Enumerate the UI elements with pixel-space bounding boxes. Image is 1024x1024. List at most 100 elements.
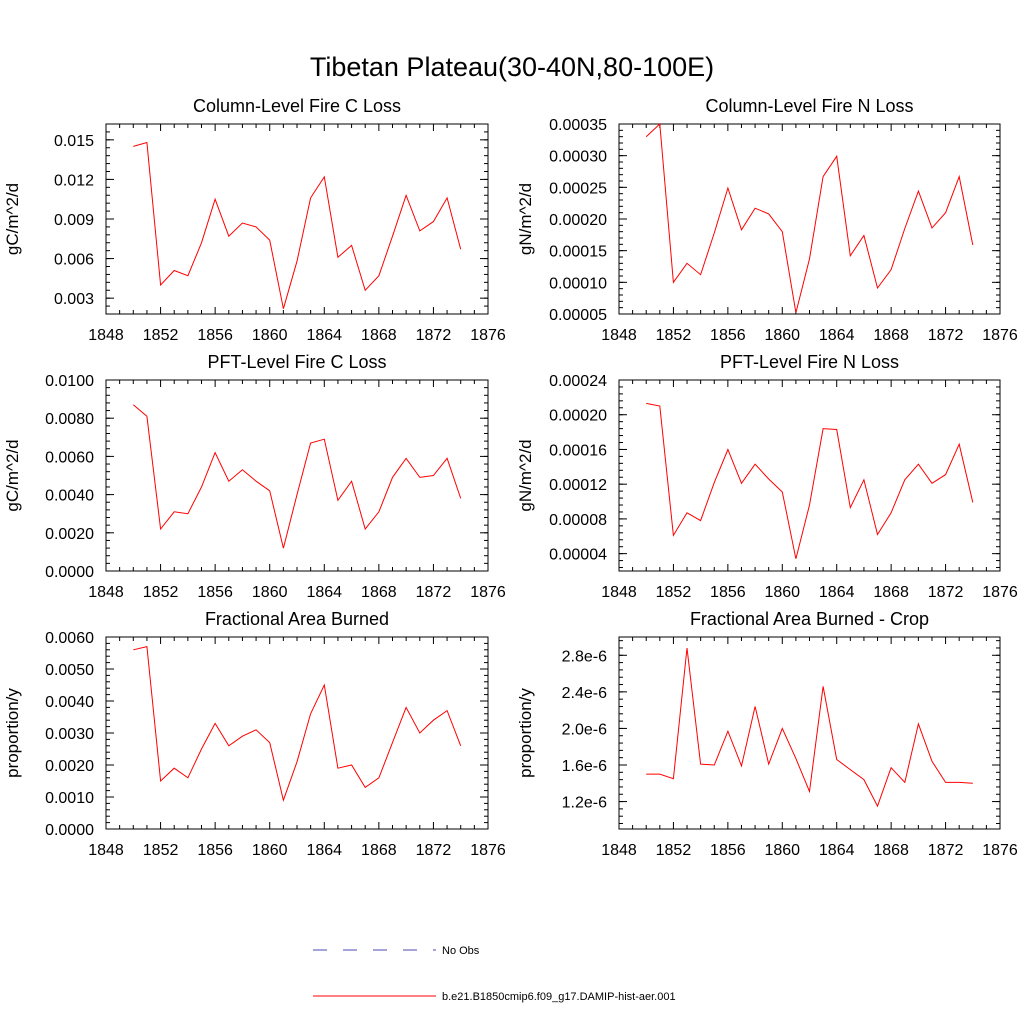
x-tick-label: 1852: [143, 584, 179, 601]
chart-panel: Fractional Area Burned proportion/y 1848 18…: [3, 609, 506, 859]
legend: No Obs b.e21.B1850cmip6.f09_g17.DAMIP-hi…: [313, 945, 676, 1003]
y-tick-label: 0.00004: [549, 547, 607, 564]
y-tick-label: 0.015: [54, 133, 94, 150]
y-tick-label: 1.6e-6: [562, 758, 607, 775]
x-tick-label: 1856: [197, 584, 233, 601]
x-tick-label: 1868: [873, 327, 909, 344]
x-tick-label: 1852: [656, 842, 692, 859]
plot-frame: [105, 636, 489, 830]
x-tick-label: 1864: [819, 842, 855, 859]
panel-title: Column-Level Fire N Loss: [705, 96, 913, 116]
x-tick-label: 1856: [710, 584, 746, 601]
figure-title: Tibetan Plateau(30-40N,80-100E): [310, 52, 714, 82]
x-tick-label: 1860: [764, 842, 800, 859]
x-tick-label: 1852: [143, 327, 179, 344]
x-tick-label: 1856: [197, 327, 233, 344]
series-line: [132, 404, 462, 549]
x-tick-label: 1852: [143, 842, 179, 859]
y-tick-label: 0.00010: [549, 275, 607, 292]
x-tick-label: 1864: [819, 584, 855, 601]
y-tick-label: 0.0040: [45, 694, 94, 711]
x-tick-label: 1872: [416, 842, 452, 859]
plot-frame: [618, 379, 1001, 572]
y-tick-label: 0.0060: [45, 630, 94, 647]
x-tick-label: 1868: [361, 327, 397, 344]
series-line: [646, 402, 974, 559]
x-tick-label: 1876: [470, 842, 506, 859]
y-tick-label: 0.00015: [549, 244, 607, 261]
x-tick-label: 1876: [982, 584, 1018, 601]
panel-title: Fractional Area Burned: [205, 609, 389, 629]
chart-panel: PFT-Level Fire N Loss gN/m^2/d 1848 1852 185…: [516, 352, 1018, 601]
chart-panel: Column-Level Fire N Loss gN/m^2/d 1848 1852…: [516, 96, 1018, 344]
y-tick-label: 0.0050: [45, 662, 94, 679]
panel-title: PFT-Level Fire N Loss: [720, 352, 899, 372]
y-tick-label: 0.0000: [45, 822, 94, 839]
series-line: [645, 122, 974, 313]
y-tick-label: 0.0020: [45, 758, 94, 775]
y-tick-label: 2.8e-6: [562, 648, 607, 665]
plot-frame: [105, 123, 489, 315]
x-tick-label: 1868: [361, 842, 397, 859]
chart-panel: Column-Level Fire C Loss gC/m^2/d 1848 1852…: [3, 96, 506, 344]
x-tick-label: 1876: [470, 584, 506, 601]
y-tick-label: 0.00020: [549, 212, 607, 229]
x-tick-label: 1860: [764, 327, 800, 344]
plot-frame: [618, 636, 1001, 830]
y-tick-label: 0.0000: [45, 564, 94, 581]
x-tick-label: 1876: [982, 327, 1018, 344]
x-tick-label: 1848: [88, 327, 124, 344]
y-tick-label: 2.0e-6: [562, 721, 607, 738]
x-tick-label: 1860: [252, 327, 288, 344]
y-axis-label: gN/m^2/d: [516, 183, 535, 255]
x-tick-label: 1860: [764, 584, 800, 601]
y-tick-label: 0.0080: [45, 411, 94, 428]
y-axis-label: proportion/y: [3, 688, 22, 778]
x-tick-label: 1864: [819, 327, 855, 344]
y-tick-label: 2.4e-6: [562, 685, 607, 702]
x-tick-label: 1860: [252, 842, 288, 859]
y-axis-label: gC/m^2/d: [3, 183, 22, 255]
legend-no-obs-label: No Obs: [442, 945, 480, 957]
x-tick-label: 1868: [873, 584, 909, 601]
x-tick-label: 1864: [306, 842, 342, 859]
x-tick-label: 1848: [88, 584, 124, 601]
x-tick-label: 1848: [601, 327, 637, 344]
x-tick-label: 1872: [928, 584, 964, 601]
panel-title: PFT-Level Fire C Loss: [207, 352, 386, 372]
y-tick-label: 0.00024: [549, 373, 607, 390]
y-tick-label: 0.0030: [45, 726, 94, 743]
y-tick-label: 0.0010: [45, 790, 94, 807]
x-tick-label: 1864: [306, 327, 342, 344]
y-tick-label: 0.0020: [45, 526, 94, 543]
x-tick-label: 1868: [873, 842, 909, 859]
y-axis-label: gC/m^2/d: [3, 439, 22, 511]
x-tick-label: 1856: [710, 842, 746, 859]
series-line: [646, 647, 973, 808]
chart-panel: Fractional Area Burned - Crop proportion/…: [516, 609, 1018, 859]
x-tick-label: 1848: [601, 842, 637, 859]
legend-model-label: b.e21.B1850cmip6.f09_g17.DAMIP-hist-aer.…: [442, 991, 676, 1003]
y-tick-label: 0.00030: [549, 149, 607, 166]
y-tick-label: 0.00020: [549, 408, 607, 425]
y-tick-label: 0.00012: [549, 477, 607, 494]
chart-panel: PFT-Level Fire C Loss gC/m^2/d 1848 1852 185…: [3, 352, 506, 601]
y-tick-label: 0.0060: [45, 449, 94, 466]
x-tick-label: 1848: [88, 842, 124, 859]
x-tick-label: 1868: [361, 584, 397, 601]
y-tick-label: 0.0040: [45, 488, 94, 505]
x-tick-label: 1872: [416, 327, 452, 344]
x-tick-label: 1864: [306, 584, 342, 601]
x-tick-label: 1876: [982, 842, 1018, 859]
series-line: [133, 141, 462, 309]
x-tick-label: 1860: [252, 584, 288, 601]
x-tick-label: 1856: [710, 327, 746, 344]
y-tick-label: 0.006: [54, 252, 94, 269]
x-tick-label: 1856: [197, 842, 233, 859]
y-tick-label: 0.00035: [549, 117, 607, 134]
y-tick-label: 0.00005: [549, 307, 607, 324]
x-tick-label: 1848: [601, 584, 637, 601]
x-tick-label: 1852: [656, 584, 692, 601]
y-tick-label: 0.00025: [549, 180, 607, 197]
